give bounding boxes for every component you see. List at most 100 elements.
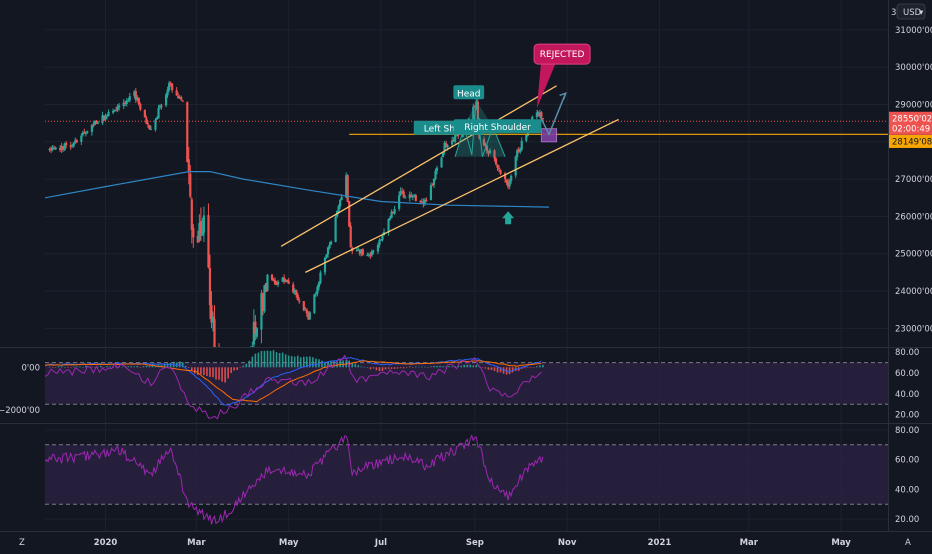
candle-body bbox=[59, 147, 62, 151]
pattern-label-bg[interactable] bbox=[453, 119, 542, 134]
arrow-up-icon[interactable] bbox=[502, 211, 515, 225]
macd-hist-bar bbox=[266, 350, 269, 368]
macd-panel[interactable] bbox=[44, 350, 544, 420]
macd-hist-bar bbox=[502, 367, 505, 374]
y-tick-label: 24000'00 bbox=[895, 287, 932, 297]
rsi-y-tick-label: 60.00 bbox=[895, 456, 919, 466]
macd-hist-bar bbox=[330, 361, 332, 368]
candle-body bbox=[420, 201, 423, 203]
x-tick-label: Nov bbox=[558, 538, 577, 548]
candle-body bbox=[116, 106, 119, 111]
macd-hist-bar bbox=[475, 364, 478, 368]
macd-hist-bar bbox=[287, 355, 290, 368]
x-tick-label: Sep bbox=[466, 538, 484, 548]
candle-body bbox=[302, 301, 305, 311]
last-price-tag-bg[interactable] bbox=[889, 111, 932, 125]
macd-hist-bar bbox=[469, 364, 472, 368]
macd-hist-bar bbox=[290, 355, 293, 368]
projection-path[interactable] bbox=[536, 93, 567, 137]
y-tick-label: 31000'00 bbox=[895, 26, 932, 36]
candle-body bbox=[319, 272, 322, 284]
candle-body bbox=[305, 309, 308, 314]
trendline[interactable] bbox=[280, 85, 557, 247]
macd-hist-bar bbox=[263, 350, 266, 368]
macd-hist-bar bbox=[460, 365, 463, 368]
currency-selector[interactable] bbox=[896, 3, 926, 20]
callout-bg[interactable] bbox=[533, 43, 591, 65]
candle-body bbox=[402, 191, 405, 198]
macd-hist-bar bbox=[248, 360, 251, 368]
candle-body bbox=[52, 147, 56, 149]
candle-body bbox=[446, 145, 449, 148]
last-price-tag[interactable]: 28550'02 bbox=[892, 114, 932, 124]
head-shoulders-line bbox=[471, 100, 483, 157]
macd-hist-bar bbox=[327, 361, 329, 368]
candle-body bbox=[404, 197, 407, 199]
callout-pointer bbox=[536, 62, 557, 109]
candle-body bbox=[393, 208, 396, 214]
macd-y-tick-label: 0'00 bbox=[21, 363, 40, 373]
candle-body bbox=[263, 285, 266, 312]
trendline[interactable] bbox=[305, 118, 619, 273]
macd-hist-bar bbox=[427, 367, 429, 368]
timezone-icon[interactable]: Z bbox=[19, 538, 25, 548]
macd-hist-bar bbox=[257, 352, 260, 368]
candle-body bbox=[137, 97, 140, 105]
macd-hist-bar bbox=[57, 366, 60, 368]
candle-body bbox=[208, 267, 212, 306]
y-tick-label: 30000'00 bbox=[895, 63, 932, 73]
candle-body bbox=[379, 239, 383, 241]
callout-label[interactable]: REJECTED bbox=[540, 50, 585, 60]
candle-body bbox=[388, 217, 392, 220]
countdown-tag[interactable]: 02:00:49 bbox=[892, 124, 930, 134]
candle-body bbox=[304, 309, 307, 311]
macd-hist-bar bbox=[375, 367, 378, 371]
macd-hist-bar bbox=[260, 350, 263, 368]
candle-body bbox=[367, 254, 370, 256]
candle-body bbox=[166, 89, 169, 96]
candle-body bbox=[60, 145, 63, 150]
pattern-label[interactable]: Head bbox=[457, 89, 481, 99]
pattern-label[interactable]: Left Should bbox=[424, 125, 475, 135]
macd-hist-bar bbox=[369, 367, 372, 370]
macd-hist-bar bbox=[448, 366, 450, 368]
candle-body bbox=[115, 110, 118, 112]
price-panel[interactable]: Left Should Head Right Shoulder REJECTED bbox=[45, 43, 888, 496]
macd-hist-bar bbox=[384, 367, 387, 370]
pattern-label-bg[interactable] bbox=[453, 85, 485, 100]
candle-body bbox=[316, 286, 319, 294]
candle-body bbox=[71, 146, 74, 148]
auto-scale-icon[interactable]: A bbox=[905, 538, 911, 548]
candle-body bbox=[251, 346, 254, 347]
candle-body bbox=[192, 227, 195, 238]
candle-body bbox=[325, 254, 328, 258]
macd-hist-bar bbox=[466, 364, 469, 368]
macd-y-tick-label: −2000'00 bbox=[0, 406, 40, 416]
macd-hist-bar bbox=[306, 356, 308, 368]
support-price-tag[interactable]: 28149'08 bbox=[892, 137, 932, 147]
rsi-panel[interactable] bbox=[44, 434, 544, 525]
countdown-tag-bg[interactable] bbox=[889, 121, 932, 135]
candle-body bbox=[96, 122, 100, 124]
macd-hist-bar bbox=[293, 356, 296, 368]
macd-hist-bar bbox=[66, 367, 69, 368]
support-price-tag-bg[interactable] bbox=[889, 134, 932, 148]
candle-body bbox=[444, 143, 448, 148]
macd-hist-bar bbox=[496, 367, 499, 373]
candle-body bbox=[323, 257, 327, 273]
macd-hist-bar bbox=[411, 367, 414, 368]
candle-body bbox=[510, 175, 513, 181]
candle-body bbox=[292, 284, 295, 293]
candle-body bbox=[408, 194, 411, 199]
candle-body bbox=[118, 105, 121, 108]
pattern-label[interactable]: Right Shoulder bbox=[464, 123, 531, 133]
candle-body bbox=[105, 115, 109, 117]
candle-body bbox=[127, 100, 130, 102]
candle-body bbox=[148, 124, 151, 130]
candle-body bbox=[128, 96, 131, 101]
rsi-y-tick-label: 40.00 bbox=[895, 485, 919, 495]
ui-layer[interactable]: 3( USD ▾ Z A bbox=[19, 3, 926, 548]
candle-body bbox=[260, 293, 263, 330]
